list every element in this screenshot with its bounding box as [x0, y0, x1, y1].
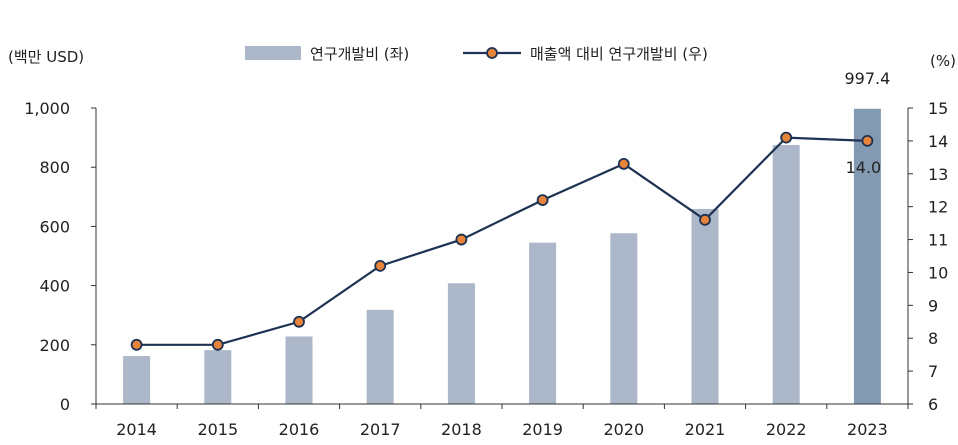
bar-2018: [447, 283, 475, 404]
y-right-tick-label: 8: [928, 329, 938, 348]
legend-bar-label: 연구개발비 (좌): [310, 45, 409, 63]
y-right-tick-label: 7: [928, 362, 938, 381]
bar-2021: [691, 208, 719, 404]
y-right-tick-label: 11: [928, 231, 948, 250]
ratio-point-2021: [699, 213, 711, 226]
y-right-tick-label: 9: [928, 296, 938, 315]
x-tick-label: 2023: [847, 420, 888, 439]
x-tick-label: 2018: [441, 420, 482, 439]
bar-2015: [204, 350, 232, 404]
ratio-point-2020: [617, 158, 630, 170]
bar-value-label: 997.4: [844, 69, 890, 88]
bar-2019: [529, 242, 557, 404]
bar-2020: [610, 233, 638, 404]
x-tick-label: 2022: [766, 420, 807, 439]
ratio-point-2017: [374, 259, 387, 272]
y-left-tick-label: 1,000: [24, 99, 70, 118]
y-left-tick-label: 0: [60, 395, 70, 414]
ratio-point-2023: [861, 134, 874, 147]
y-left-label: (백만 USD): [8, 48, 84, 66]
bar-2014: [123, 356, 151, 404]
x-tick-label: 2014: [116, 420, 157, 439]
y-left-tick-label: 600: [39, 217, 70, 236]
y-left-tick-label: 400: [39, 277, 70, 296]
ratio-point-2018: [455, 233, 468, 246]
ratio-point-2014: [130, 338, 143, 351]
bar-2017: [366, 309, 394, 404]
y-right-tick-label: 14: [928, 132, 948, 151]
bar-2023: [853, 108, 881, 405]
legend-line-label: 매출액 대비 연구개발비 (우): [530, 45, 708, 63]
y-right-tick-label: 13: [928, 165, 948, 184]
y-right-label: (%): [930, 52, 956, 70]
y-left-tick-label: 200: [39, 336, 70, 355]
ratio-point-2019: [536, 194, 549, 206]
x-tick-label: 2019: [522, 420, 563, 439]
legend-bar-swatch: [245, 46, 301, 60]
x-tick-label: 2015: [197, 420, 238, 439]
legend-marker-icon: [486, 47, 498, 59]
bar-2022: [772, 145, 800, 404]
y-right-tick-label: 10: [928, 263, 948, 282]
ratio-line: [136, 136, 868, 346]
x-tick-label: 2021: [685, 420, 726, 439]
ratio-point-2015: [211, 338, 224, 351]
x-tick-label: 2020: [603, 420, 644, 439]
y-right-tick-label: 15: [928, 99, 948, 118]
ratio-point-2016: [293, 315, 305, 328]
bar-2016: [285, 336, 313, 404]
y-right-tick-label: 12: [928, 198, 948, 217]
y-right-tick-label: 6: [928, 395, 938, 414]
x-tick-label: 2017: [360, 420, 401, 439]
line-value-label: 14.0: [846, 158, 882, 177]
ratio-point-2022: [780, 131, 793, 144]
x-tick-label: 2016: [279, 420, 320, 439]
y-left-tick-label: 800: [39, 158, 70, 177]
